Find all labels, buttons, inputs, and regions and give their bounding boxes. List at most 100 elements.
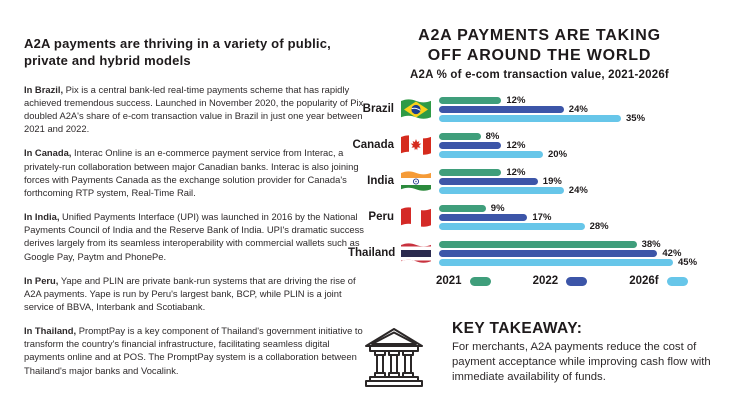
bar-line-2021: 12%: [439, 166, 731, 178]
bar-2021: [439, 132, 481, 140]
bar-line-2022: 24%: [439, 103, 731, 115]
legend-label: 2026f: [629, 275, 659, 288]
bar-value-label: 42%: [662, 247, 682, 259]
bar-group: 38% 42% 45%: [439, 238, 731, 268]
bar-value-label: 17%: [532, 211, 552, 223]
chart-subtitle: A2A % of e-com transaction value, 2021-2…: [410, 69, 669, 82]
paragraph-brazil-text: Pix is a central bank-led real-time paym…: [24, 83, 364, 135]
bar-2022: [439, 141, 502, 149]
paragraph-canada: In Canada, Interac Online is an e-commer…: [24, 146, 366, 199]
bar-line-2021: 8%: [439, 130, 731, 142]
paragraph-india-text: Unified Payments Interface (UPI) was lau…: [24, 211, 364, 262]
left-text-panel: A2A payments are thriving in a variety o…: [24, 36, 366, 388]
legend-label: 2021: [436, 275, 462, 288]
bar-value-label: 24%: [568, 184, 588, 196]
chart-row-brazil: Brazil 12% 24% 35%: [348, 95, 731, 123]
country-label: Peru: [368, 211, 394, 224]
key-takeaway-text: KEY TAKEAWAY: For merchants, A2A payment…: [452, 320, 722, 385]
legend-swatch: [666, 276, 688, 286]
paragraph-canada-text: Interac Online is an e-commerce payment …: [24, 147, 359, 198]
key-takeaway-section: KEY TAKEAWAY: For merchants, A2A payment…: [362, 320, 722, 393]
bank-icon: [362, 320, 426, 393]
bar-2022: [439, 105, 564, 113]
bar-2021: [439, 96, 502, 104]
key-takeaway-title: KEY TAKEAWAY:: [452, 320, 583, 337]
chart-row-canada: Canada 8% 12% 20%: [348, 131, 731, 159]
bar-value-label: 19%: [542, 175, 562, 187]
bar-2022: [439, 177, 538, 185]
bar-value-label: 38%: [641, 238, 661, 250]
bar-group: 9% 17% 28%: [439, 202, 731, 232]
key-takeaway-body: For merchants, A2A payments reduce the c…: [452, 341, 711, 384]
chart-row-peru: Peru 9% 17% 28%: [348, 203, 731, 231]
bar-line-2021: 38%: [439, 238, 731, 250]
thailand-flag-icon: [401, 242, 433, 264]
bar-line-2022: 42%: [439, 247, 731, 259]
bar-value-label: 20%: [548, 148, 568, 160]
bar-line-2026f: 28%: [439, 220, 731, 232]
paragraph-brazil-lead: In Brazil,: [24, 83, 64, 95]
bar-line-2021: 9%: [439, 202, 731, 214]
bar-value-label: 35%: [626, 112, 646, 124]
country-label: India: [367, 175, 394, 188]
bar-value-label: 8%: [485, 130, 500, 142]
bar-value-label: 12%: [506, 166, 526, 178]
bar-2022: [439, 213, 528, 221]
paragraph-thailand-lead: In Thailand,: [24, 325, 77, 337]
chart-legend: 2021 2022 2026f: [436, 275, 731, 287]
chart-title-line2: OFF AROUND THE WORLD: [427, 46, 652, 64]
country-label: Brazil: [362, 103, 394, 116]
bar-line-2021: 12%: [439, 94, 731, 106]
legend-swatch: [566, 276, 588, 286]
bar-chart: Brazil 12% 24% 35% Canada 8% 12% 20% India 12% 19%…: [348, 95, 731, 267]
legend-item-2021: 2021: [436, 275, 491, 287]
paragraph-india-lead: In India,: [24, 211, 60, 223]
paragraph-thailand-text: PromptPay is a key component of Thailand…: [24, 325, 363, 376]
bar-2021: [439, 168, 502, 176]
chart-panel: A2A PAYMENTS ARE TAKING OFF AROUND THE W…: [348, 26, 731, 287]
paragraph-peru: In Peru, Yape and PLIN are private bank-…: [24, 274, 366, 313]
paragraph-india: In India, Unified Payments Interface (UP…: [24, 210, 366, 263]
bar-2026f: [439, 114, 621, 122]
india-flag-icon: [401, 170, 433, 192]
bar-2022: [439, 249, 658, 257]
bar-2026f: [439, 186, 564, 194]
bar-value-label: 28%: [589, 220, 609, 232]
bar-2021: [439, 204, 486, 212]
bar-2021: [439, 240, 637, 248]
paragraph-brazil: In Brazil, Pix is a central bank-led rea…: [24, 83, 366, 136]
bar-line-2026f: 45%: [439, 256, 731, 268]
bar-line-2026f: 20%: [439, 148, 731, 160]
bar-2026f: [439, 150, 543, 158]
peru-flag-icon: [401, 206, 433, 228]
paragraph-canada-lead: In Canada,: [24, 147, 72, 159]
left-panel-heading: A2A payments are thriving in a variety o…: [24, 36, 331, 68]
bar-line-2022: 17%: [439, 211, 731, 223]
brazil-flag-icon: [401, 98, 433, 120]
bar-value-label: 9%: [490, 202, 505, 214]
canada-flag-icon: [401, 134, 433, 156]
country-label: Thailand: [348, 247, 396, 260]
chart-row-india: India 12% 19% 24%: [348, 167, 731, 195]
country-label: Canada: [352, 139, 394, 152]
bar-2026f: [439, 258, 673, 266]
bar-line-2022: 19%: [439, 175, 731, 187]
bar-line-2026f: 24%: [439, 184, 731, 196]
chart-row-thailand: Thailand 38% 42% 45%: [348, 239, 731, 267]
paragraph-peru-lead: In Peru,: [24, 274, 59, 286]
chart-title-line1: A2A PAYMENTS ARE TAKING: [418, 27, 661, 44]
paragraph-peru-text: Yape and PLIN are private bank-run syste…: [24, 274, 356, 312]
bar-2026f: [439, 222, 585, 230]
bar-value-label: 12%: [506, 94, 526, 106]
bar-group: 12% 19% 24%: [439, 166, 731, 196]
chart-title: A2A PAYMENTS ARE TAKING OFF AROUND THE W…: [348, 26, 731, 65]
bar-value-label: 24%: [568, 103, 588, 115]
bar-value-label: 45%: [678, 256, 698, 268]
bar-group: 8% 12% 20%: [439, 130, 731, 160]
legend-item-2022: 2022: [533, 275, 588, 287]
legend-item-2026f: 2026f: [629, 275, 688, 288]
legend-swatch: [469, 276, 491, 286]
bar-group: 12% 24% 35%: [439, 94, 731, 124]
bar-line-2022: 12%: [439, 140, 731, 150]
legend-label: 2022: [532, 275, 559, 288]
